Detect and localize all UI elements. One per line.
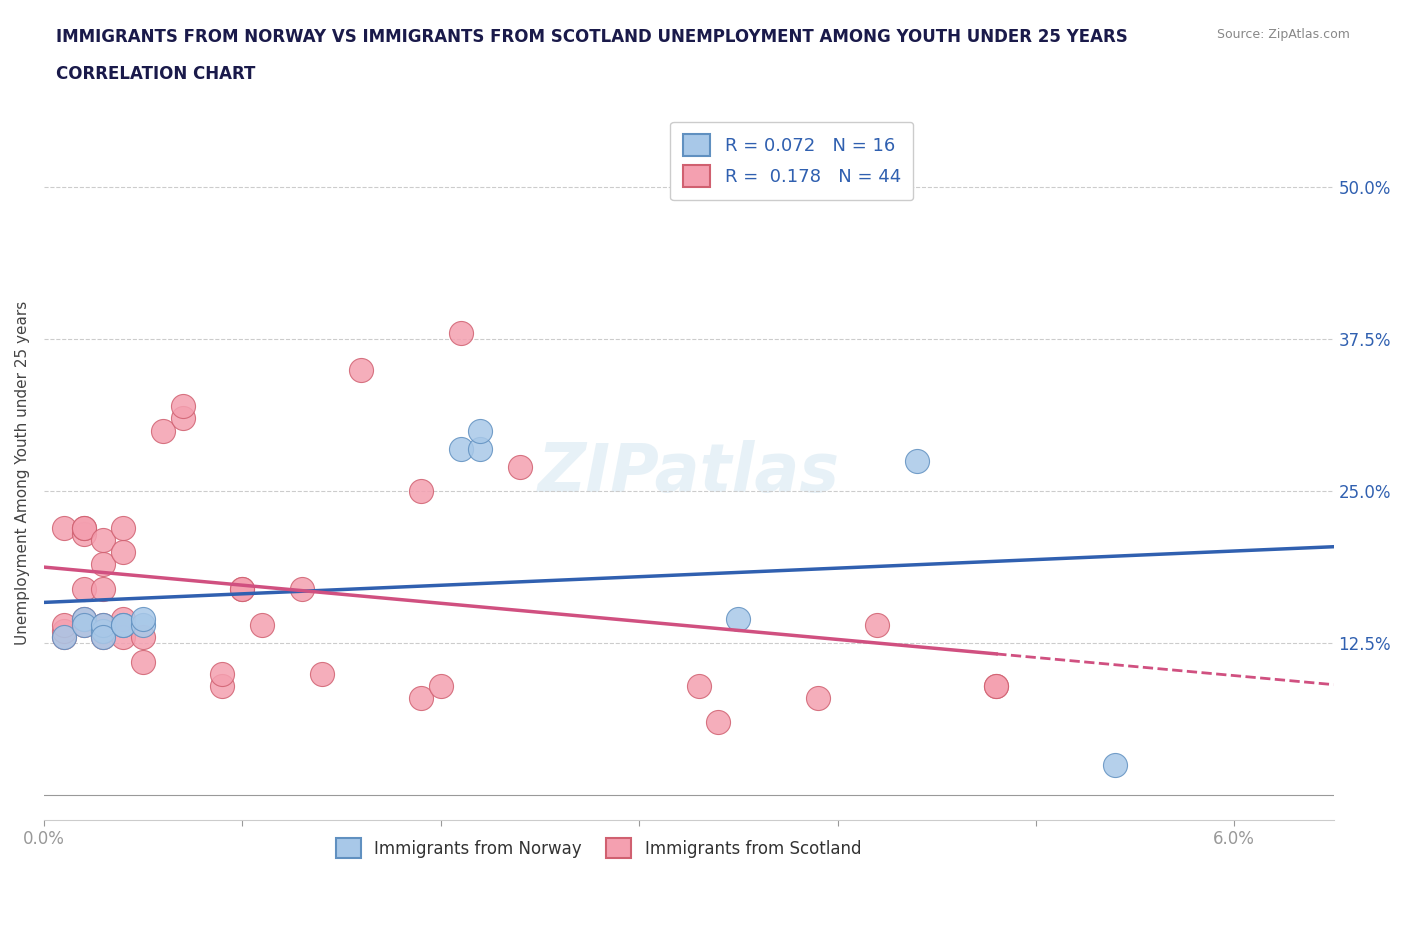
- Point: [132, 630, 155, 644]
- Point: [688, 678, 710, 693]
- Point: [72, 526, 94, 541]
- Point: [112, 618, 135, 632]
- Point: [429, 678, 451, 693]
- Point: [112, 630, 135, 644]
- Point: [211, 678, 233, 693]
- Point: [450, 442, 472, 457]
- Point: [72, 618, 94, 632]
- Point: [132, 618, 155, 632]
- Point: [93, 624, 115, 639]
- Point: [93, 630, 115, 644]
- Point: [470, 423, 492, 438]
- Point: [211, 666, 233, 681]
- Point: [509, 459, 531, 474]
- Point: [72, 581, 94, 596]
- Point: [112, 521, 135, 536]
- Point: [172, 411, 194, 426]
- Point: [93, 630, 115, 644]
- Point: [112, 545, 135, 560]
- Point: [112, 612, 135, 627]
- Point: [72, 521, 94, 536]
- Point: [152, 423, 174, 438]
- Point: [93, 557, 115, 572]
- Point: [93, 581, 115, 596]
- Point: [807, 691, 830, 706]
- Point: [1104, 757, 1126, 772]
- Point: [93, 533, 115, 548]
- Point: [986, 678, 1008, 693]
- Point: [72, 618, 94, 632]
- Point: [52, 630, 75, 644]
- Point: [72, 612, 94, 627]
- Point: [172, 399, 194, 414]
- Point: [52, 630, 75, 644]
- Point: [231, 581, 253, 596]
- Point: [72, 612, 94, 627]
- Point: [231, 581, 253, 596]
- Point: [350, 363, 373, 378]
- Point: [93, 624, 115, 639]
- Point: [72, 521, 94, 536]
- Point: [470, 442, 492, 457]
- Text: Source: ZipAtlas.com: Source: ZipAtlas.com: [1216, 28, 1350, 41]
- Point: [866, 618, 889, 632]
- Point: [52, 624, 75, 639]
- Point: [707, 715, 730, 730]
- Point: [450, 326, 472, 340]
- Point: [52, 521, 75, 536]
- Point: [132, 654, 155, 669]
- Point: [132, 612, 155, 627]
- Point: [905, 454, 928, 469]
- Point: [52, 618, 75, 632]
- Text: CORRELATION CHART: CORRELATION CHART: [56, 65, 256, 83]
- Point: [311, 666, 333, 681]
- Point: [291, 581, 314, 596]
- Point: [409, 691, 432, 706]
- Legend: Immigrants from Norway, Immigrants from Scotland: Immigrants from Norway, Immigrants from …: [328, 830, 870, 867]
- Text: ZIPatlas: ZIPatlas: [537, 440, 839, 506]
- Point: [112, 618, 135, 632]
- Point: [409, 484, 432, 498]
- Point: [986, 678, 1008, 693]
- Text: IMMIGRANTS FROM NORWAY VS IMMIGRANTS FROM SCOTLAND UNEMPLOYMENT AMONG YOUTH UNDE: IMMIGRANTS FROM NORWAY VS IMMIGRANTS FRO…: [56, 28, 1128, 46]
- Point: [93, 618, 115, 632]
- Point: [93, 618, 115, 632]
- Y-axis label: Unemployment Among Youth under 25 years: Unemployment Among Youth under 25 years: [15, 301, 30, 645]
- Point: [250, 618, 273, 632]
- Point: [727, 612, 749, 627]
